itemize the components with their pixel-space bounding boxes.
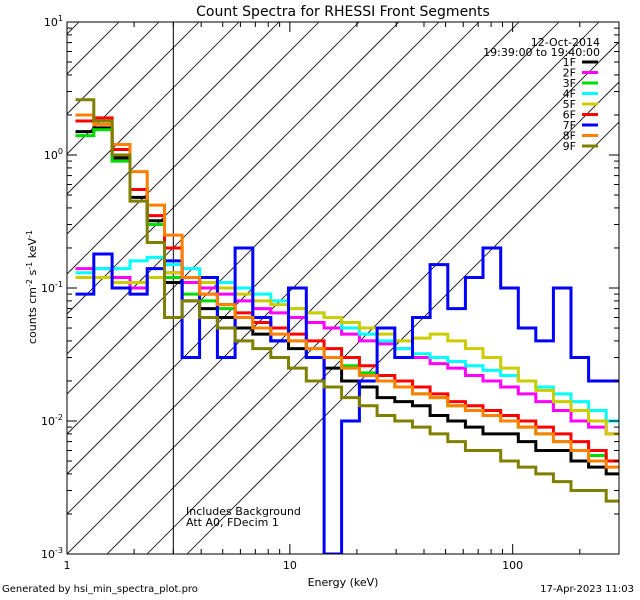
hatch-line (106, 41, 619, 554)
hatch-line (67, 22, 200, 155)
y-tick-exponent: 1 (58, 14, 63, 23)
legend-label-3F: 3F (563, 77, 576, 90)
y-tick-exponent: -2 (55, 413, 63, 422)
y-label-text: s (26, 269, 39, 278)
y-tick-label: 10-3 (41, 546, 63, 561)
y-tick-base: 10 (44, 16, 58, 29)
legend-label-6F: 6F (563, 109, 576, 122)
y-label-text: keV (26, 238, 39, 262)
footer-timestamp: 17-Apr-2023 11:03 (540, 584, 634, 595)
annotation-attenuator: Att A0, FDecim 1 (186, 516, 279, 529)
y-tick-exponent: 0 (58, 147, 63, 156)
y-label-exponent: -2 (25, 279, 34, 287)
hatch-line (67, 22, 240, 195)
chart-title: Count Spectra for RHESSI Front Segments (196, 4, 490, 20)
series-9F (75, 98, 619, 503)
annotation-background: Includes Background (186, 505, 301, 518)
y-tick-base: 10 (41, 282, 55, 295)
x-tick-label: 100 (502, 559, 523, 572)
hatch-line (67, 22, 520, 475)
series-layer (75, 98, 619, 554)
y-tick-base: 10 (41, 548, 55, 561)
y-tick-base: 10 (44, 149, 58, 162)
series-5F (75, 271, 619, 436)
info-time-range: 19:39:00 to 19:40:00 (483, 46, 600, 59)
legend-label-2F: 2F (563, 67, 576, 80)
x-tick-label: 1 (64, 559, 71, 572)
legend-label-4F: 4F (563, 88, 576, 101)
x-tick-label: 10 (283, 559, 297, 572)
y-label-exponent: -1 (25, 262, 34, 270)
y-tick-label: 101 (44, 14, 63, 29)
series-6F (75, 116, 619, 463)
y-tick-exponent: -3 (55, 546, 63, 555)
y-tick-exponent: -1 (55, 280, 63, 289)
series-3F (75, 128, 619, 463)
hatch-line (186, 121, 619, 554)
hatch-line (67, 22, 280, 235)
info-date: 12-Oct-2014 (531, 36, 600, 49)
hatch-line (146, 81, 619, 554)
y-axis-label: counts cm-2 s-1 keV-1 (25, 230, 39, 344)
y-tick-base: 10 (41, 415, 55, 428)
hatch-line (67, 22, 160, 115)
legend-label-9F: 9F (563, 140, 576, 153)
legend-label-8F: 8F (563, 130, 576, 143)
legend-label-1F: 1F (563, 56, 576, 69)
hatch-line (67, 22, 600, 554)
footer-generated-by: Generated by hsi_min_spectra_plot.pro (2, 584, 198, 595)
hatch-line (67, 22, 320, 275)
y-label-text: counts cm (26, 287, 39, 344)
y-tick-label: 10-1 (41, 280, 63, 295)
legend-label-7F: 7F (563, 119, 576, 132)
series-8F (75, 113, 619, 469)
y-label-exponent: -1 (25, 230, 34, 238)
hatched-region (67, 22, 619, 554)
legend-label-5F: 5F (563, 98, 576, 111)
x-axis-label: Energy (keV) (308, 576, 379, 589)
y-tick-label: 100 (44, 147, 63, 162)
y-tick-label: 10-2 (41, 413, 63, 428)
